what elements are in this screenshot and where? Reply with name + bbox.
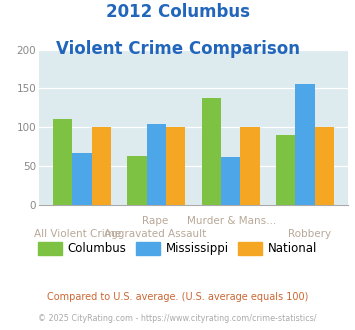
Bar: [202, 98, 221, 205]
Text: Violent Crime Comparison: Violent Crime Comparison: [55, 40, 300, 58]
Text: Murder & Mans...: Murder & Mans...: [187, 216, 277, 226]
Bar: [53, 119, 72, 205]
Legend: Columbus, Mississippi, National: Columbus, Mississippi, National: [33, 237, 322, 260]
Bar: [315, 127, 334, 205]
Text: Aggravated Assault: Aggravated Assault: [104, 229, 206, 239]
Bar: [276, 135, 295, 205]
Bar: [240, 127, 260, 205]
Text: All Violent Crime: All Violent Crime: [34, 229, 121, 239]
Bar: [166, 127, 185, 205]
Text: 2012 Columbus: 2012 Columbus: [105, 3, 250, 21]
Bar: [221, 157, 240, 205]
Text: Robbery: Robbery: [288, 229, 331, 239]
Text: Rape: Rape: [142, 216, 168, 226]
Text: © 2025 CityRating.com - https://www.cityrating.com/crime-statistics/: © 2025 CityRating.com - https://www.city…: [38, 314, 317, 323]
Bar: [92, 127, 111, 205]
Bar: [72, 153, 92, 205]
Bar: [295, 83, 315, 205]
Text: Compared to U.S. average. (U.S. average equals 100): Compared to U.S. average. (U.S. average …: [47, 292, 308, 302]
Bar: [147, 124, 166, 205]
Bar: [127, 156, 147, 205]
